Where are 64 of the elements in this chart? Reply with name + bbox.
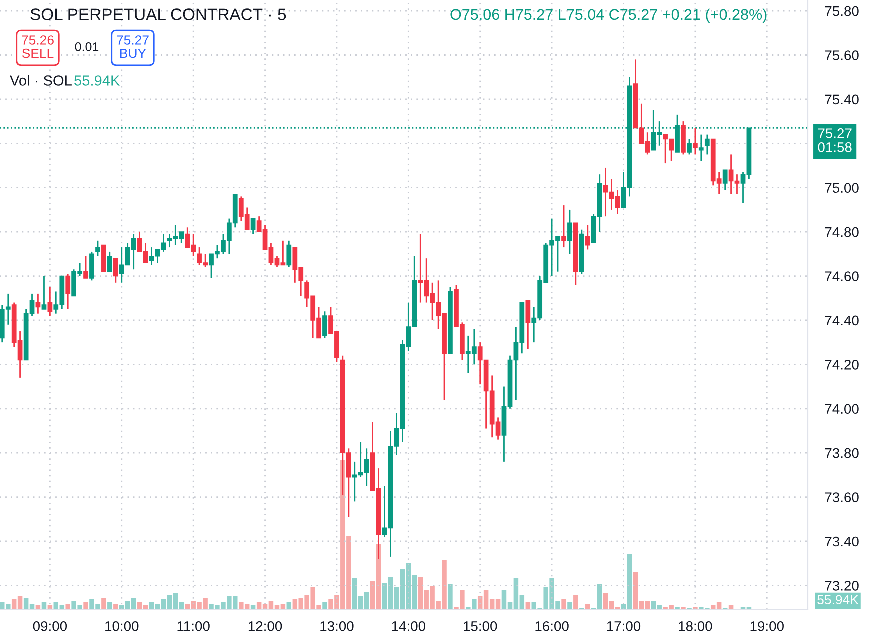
candlestick <box>250 218 256 235</box>
text: 55.94K <box>818 595 859 605</box>
candlestick <box>568 209 572 255</box>
y-tick-label: 75.00 <box>825 183 859 194</box>
bar <box>66 604 70 610</box>
candlestick <box>96 240 100 258</box>
annotation: 55.94K <box>74 76 120 86</box>
candlestick <box>322 310 328 339</box>
x-tick-label: 16:00 <box>536 621 569 632</box>
bar <box>84 602 88 610</box>
candlestick <box>698 134 704 162</box>
y-tick-label: 73.60 <box>825 492 859 502</box>
x-tick-label: 17:00 <box>607 621 641 632</box>
bar <box>108 602 112 610</box>
y-tick-label: 74.60 <box>825 272 859 282</box>
annotation: 0.01 <box>75 42 99 52</box>
candlestick <box>66 273 71 310</box>
bar <box>114 604 118 610</box>
bar <box>102 598 106 610</box>
x-tick-label: 18:00 <box>679 621 712 632</box>
candlestick <box>113 258 118 284</box>
annotation: 75.26 SELL <box>22 36 54 58</box>
candlestick <box>585 224 590 250</box>
bar <box>574 595 578 610</box>
x-tick-label: 14:00 <box>392 621 426 632</box>
candlestick <box>562 204 566 248</box>
bar <box>322 602 328 610</box>
y-tick-label: 73.20 <box>825 581 859 591</box>
x-tick-label: 12:00 <box>248 621 282 632</box>
x-tick-label: 15:00 <box>464 621 498 632</box>
y-tick-label: 74.80 <box>825 227 859 238</box>
chart-title: SOL PERPETUAL CONTRACT · 5 <box>30 8 286 20</box>
candlestick <box>722 169 728 191</box>
bar <box>568 602 572 610</box>
candlestick <box>48 286 53 317</box>
y-tick-label: 75.40 <box>825 94 859 105</box>
y-tick-label: 73.40 <box>825 536 859 547</box>
x-tick-label: 13:00 <box>320 621 354 632</box>
annotation: O75.06 H75.27 L75.04 C75.27 +0.21 (+0.28%) <box>450 8 767 24</box>
annotation: 75.27 BUY <box>117 36 149 58</box>
candlestick <box>687 138 692 156</box>
candlestick <box>36 293 41 315</box>
y-tick-label: 74.00 <box>825 404 859 414</box>
candlestick <box>286 240 292 268</box>
ref-line-label: 75.27 01:58 <box>818 128 852 152</box>
x-tick-label: 10:00 <box>106 621 139 632</box>
y-tick-label: 74.20 <box>825 360 859 370</box>
candlestick <box>526 300 531 350</box>
y-tick-label: 73.80 <box>825 448 859 458</box>
annotation: Vol · SOL <box>10 75 72 86</box>
candlestick <box>704 134 710 156</box>
y-tick-label: 74.40 <box>825 316 859 326</box>
candlestick <box>692 127 698 156</box>
candlestick <box>107 251 112 273</box>
bar <box>586 604 590 610</box>
x-tick-label: 11:00 <box>178 621 210 632</box>
x-tick-label: 19:00 <box>750 621 784 632</box>
bar <box>448 584 453 610</box>
x-tick-label: 09:00 <box>33 621 68 632</box>
candlestick <box>42 276 47 310</box>
y-tick-label: 75.60 <box>825 50 859 60</box>
candlestick <box>84 256 88 280</box>
y-tick-label: 75.80 <box>825 6 859 16</box>
bar <box>562 600 566 610</box>
